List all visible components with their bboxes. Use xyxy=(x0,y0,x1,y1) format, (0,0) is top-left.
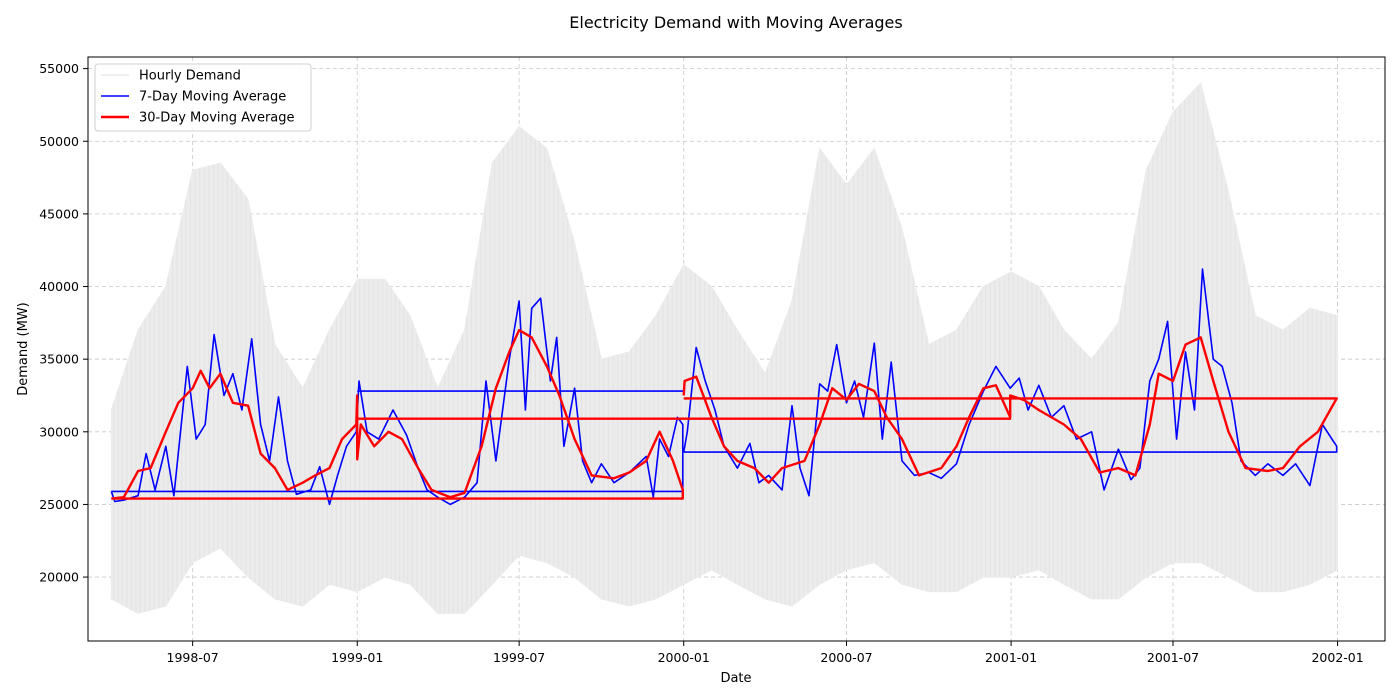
series-7day-segment xyxy=(682,268,1338,497)
legend-label: 7-Day Moving Average xyxy=(139,90,286,105)
legend: Hourly Demand 7-Day Moving Average 30-Day … xyxy=(94,63,312,132)
x-axis-ticks: 1998-07 1999-01 1999-07 2000-01 2000-07 2001-… xyxy=(167,641,1364,665)
series-7day-segment xyxy=(110,297,684,506)
x-tick-label: 2002-01 xyxy=(1311,650,1363,665)
series-30day-segment xyxy=(111,328,684,500)
x-tick-label: 1999-07 xyxy=(493,650,545,665)
y-tick-label: 30000 xyxy=(39,424,79,439)
y-tick-label: 50000 xyxy=(39,134,79,149)
x-axis-label: Date xyxy=(720,671,751,686)
plot-area xyxy=(110,82,1339,614)
x-tick-label: 2001-07 xyxy=(1147,650,1199,665)
y-tick-label: 55000 xyxy=(39,61,79,76)
plot-frame xyxy=(87,56,1386,642)
series-30day-segment xyxy=(682,336,1338,484)
y-tick-label: 25000 xyxy=(39,497,79,512)
legend-label: Hourly Demand xyxy=(139,69,241,84)
y-tick-label: 20000 xyxy=(39,570,79,585)
x-tick-label: 2000-07 xyxy=(820,650,872,665)
y-axis-label: Demand (MW) xyxy=(16,302,31,395)
chart-title: Electricity Demand with Moving Averages xyxy=(569,13,902,32)
y-tick-label: 40000 xyxy=(39,279,79,294)
legend-box xyxy=(94,63,312,132)
y-axis-ticks: 20000 25000 30000 35000 40000 45000 50000 55000 xyxy=(39,61,88,585)
x-tick-label: 2000-01 xyxy=(658,650,710,665)
x-tick-label: 1999-01 xyxy=(331,650,383,665)
x-tick-label: 2001-01 xyxy=(985,650,1037,665)
y-tick-label: 35000 xyxy=(39,352,79,367)
y-tick-label: 45000 xyxy=(39,206,79,221)
legend-label: 30-Day Moving Average xyxy=(139,111,295,126)
x-tick-label: 1998-07 xyxy=(167,650,219,665)
series-hourly-demand xyxy=(110,82,1339,614)
